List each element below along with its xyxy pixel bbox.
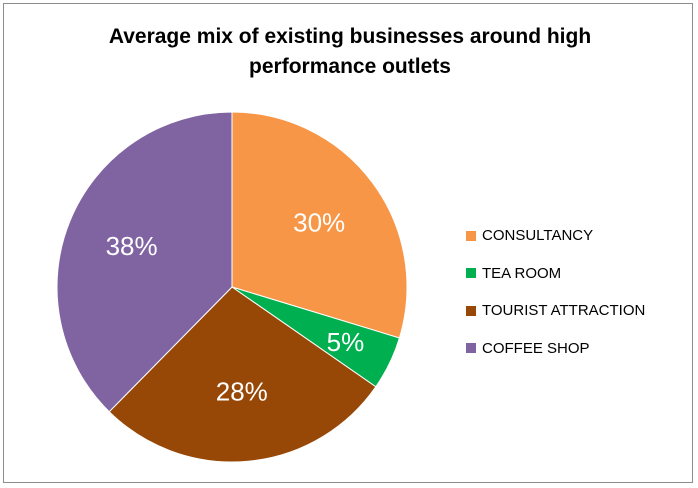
legend-label: CONSULTANCY (482, 227, 594, 245)
pie-slice-consultancy (231, 111, 408, 339)
pie-slice-coffee-shop (56, 111, 233, 413)
chart-title: Average mix of existing businesses aroun… (108, 25, 592, 78)
legend-label: TEA ROOM (482, 264, 562, 282)
pie-slice-tourist-attraction (108, 286, 377, 463)
legend: CONSULTANCY TEA ROOM TOURIST ATTRACTION COF… (466, 217, 645, 367)
legend-label: COFFEE SHOP (482, 339, 590, 357)
legend-item: TEA ROOM (466, 255, 645, 293)
legend-swatch (466, 305, 476, 316)
legend-swatch (466, 343, 476, 354)
legend-swatch (466, 230, 476, 241)
data-label: 5% (327, 327, 365, 357)
legend-item: TOURIST ATTRACTION (466, 292, 645, 330)
legend-item: CONSULTANCY (466, 217, 645, 255)
legend-swatch (466, 268, 476, 279)
legend-label: TOURIST ATTRACTION (482, 302, 646, 320)
data-label: 28% (216, 377, 268, 407)
chart-frame (3, 3, 693, 483)
legend-item: COFFEE SHOP (466, 330, 645, 368)
data-label: 38% (106, 231, 158, 261)
data-label: 30% (293, 207, 345, 237)
